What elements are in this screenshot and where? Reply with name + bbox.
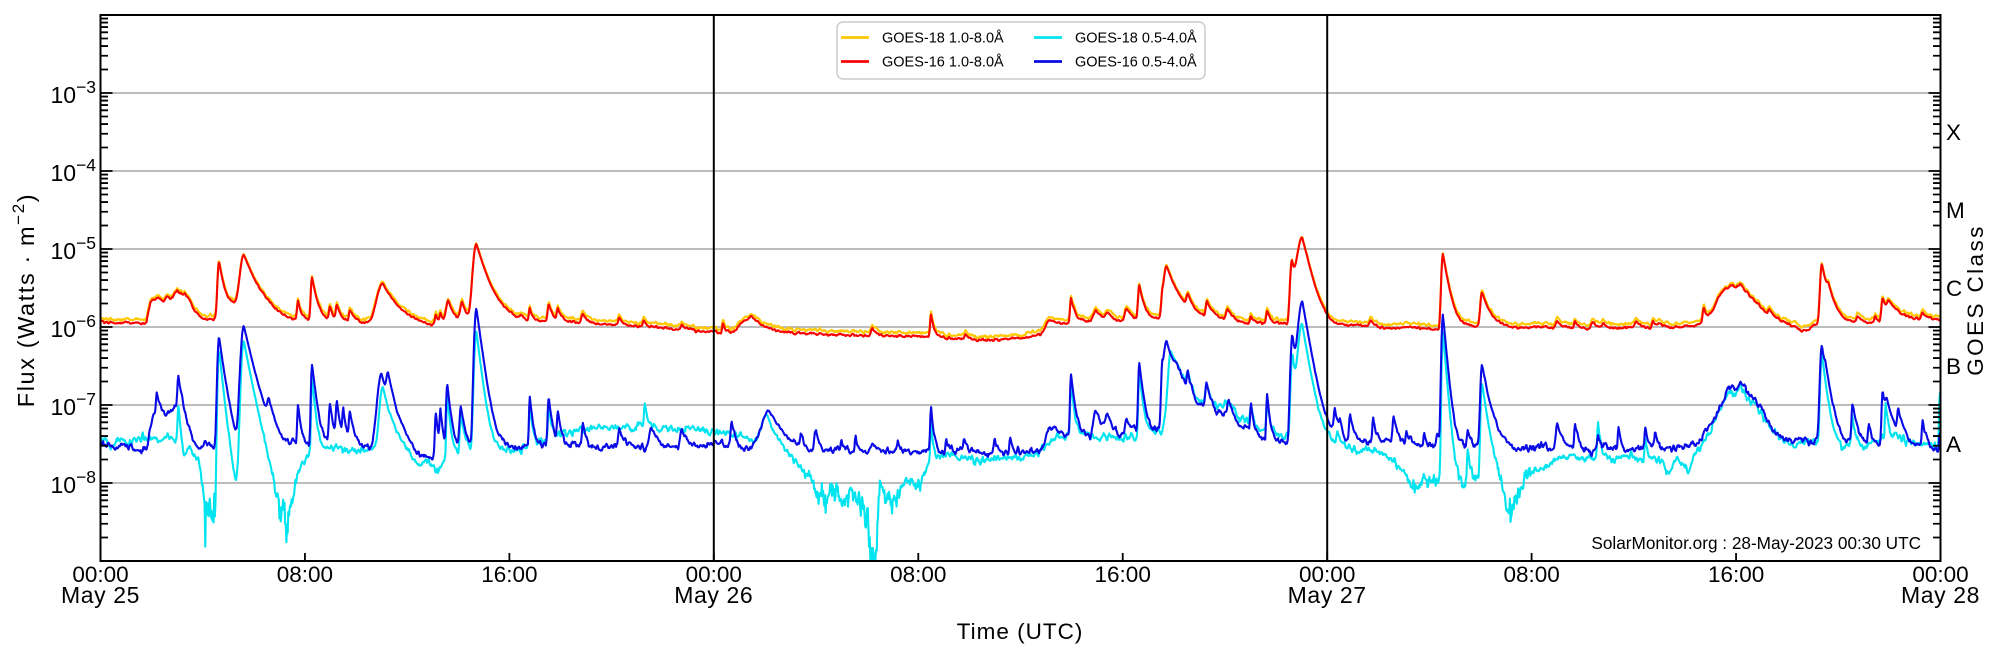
svg-text:10−5: 10−5 [50, 233, 96, 264]
svg-text:May 26: May 26 [674, 582, 753, 608]
svg-text:16:00: 16:00 [1095, 562, 1151, 587]
svg-text:00:00: 00:00 [1912, 562, 1968, 587]
svg-text:00:00: 00:00 [72, 562, 128, 587]
svg-text:M: M [1946, 198, 1965, 223]
svg-text:GOES Class: GOES Class [1963, 224, 1988, 376]
svg-text:SolarMonitor.org : 28-May-2023: SolarMonitor.org : 28-May-2023 00:30 UTC [1591, 533, 1921, 553]
svg-text:May 28: May 28 [1901, 582, 1980, 608]
svg-text:GOES-18 1.0-8.0Å: GOES-18 1.0-8.0Å [882, 30, 1004, 47]
svg-text:16:00: 16:00 [1708, 562, 1764, 587]
svg-text:Time (UTC): Time (UTC) [957, 619, 1084, 644]
svg-text:C: C [1946, 276, 1962, 301]
svg-text:08:00: 08:00 [890, 562, 946, 587]
svg-text:X: X [1946, 120, 1961, 145]
svg-text:B: B [1946, 354, 1961, 379]
svg-text:May 27: May 27 [1288, 582, 1367, 608]
svg-text:00:00: 00:00 [1299, 562, 1355, 587]
svg-text:May 25: May 25 [61, 582, 140, 608]
svg-text:Flux (Watts · m−2): Flux (Watts · m−2) [9, 193, 39, 407]
svg-text:10−7: 10−7 [50, 389, 96, 420]
svg-text:A: A [1946, 432, 1961, 457]
svg-text:00:00: 00:00 [686, 562, 742, 587]
svg-text:08:00: 08:00 [277, 562, 333, 587]
svg-text:GOES-16 0.5-4.0Å: GOES-16 0.5-4.0Å [1075, 54, 1197, 71]
svg-text:GOES-18 0.5-4.0Å: GOES-18 0.5-4.0Å [1075, 30, 1197, 47]
svg-text:08:00: 08:00 [1503, 562, 1559, 587]
svg-text:GOES-16 1.0-8.0Å: GOES-16 1.0-8.0Å [882, 54, 1004, 71]
svg-text:16:00: 16:00 [481, 562, 537, 587]
